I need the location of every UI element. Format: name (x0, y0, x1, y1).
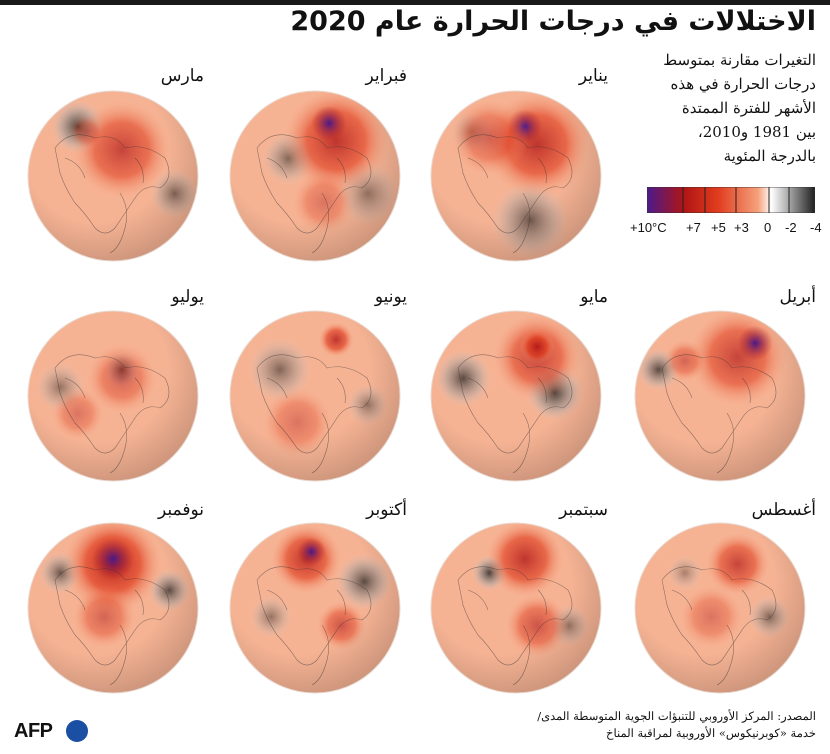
globe-november (27, 522, 199, 694)
month-label-march: مارس (160, 66, 204, 86)
legend-tick: 0 (764, 220, 772, 235)
globe-shading (230, 311, 400, 481)
globe-march (27, 90, 199, 262)
month-label-april: أبريل (779, 287, 816, 307)
globe-shading (431, 311, 601, 481)
month-label-july: يوليو (171, 287, 204, 307)
month-label-september: سبتمبر (559, 500, 608, 520)
globe-rim (229, 90, 401, 262)
globe-june (229, 310, 401, 482)
globe-shading (635, 311, 805, 481)
globe-april (634, 310, 806, 482)
subtitle-line: التغيرات مقارنة بمتوسط (663, 51, 816, 69)
afp-logo-text: AFP (14, 720, 53, 742)
subtitle-line: درجات الحرارة في هذه (670, 75, 816, 93)
globe-rim (27, 310, 199, 482)
globe-october (229, 522, 401, 694)
page-title: الاختلالات في درجات الحرارة عام 2020 (290, 6, 816, 37)
source-line: خدمة «كوبرنيكوس» الأوروبية لمراقبة المنا… (606, 726, 816, 740)
globe-shading (431, 91, 601, 261)
subtitle: التغيرات مقارنة بمتوسط درجات الحرارة في … (626, 48, 816, 168)
afp-logo: AFP (14, 720, 88, 746)
source-line: المصدر: المركز الأوروبي للتنبؤات الجوية … (537, 709, 816, 723)
globe-may (430, 310, 602, 482)
month-label-february: فبراير (365, 66, 407, 86)
month-label-january: يناير (578, 66, 608, 86)
globe-rim (430, 310, 602, 482)
globe-shading (431, 523, 601, 693)
legend-ticks: +10°C +7 +5 +3 0 -2 -4 (630, 220, 830, 240)
month-label-august: أغسطس (751, 500, 816, 520)
globe-rim (430, 90, 602, 262)
source-note: المصدر: المركز الأوروبي للتنبؤات الجوية … (516, 708, 816, 742)
globe-rim (27, 90, 199, 262)
globe-rim (430, 522, 602, 694)
top-rule (0, 0, 830, 5)
legend-tick: +5 (711, 220, 726, 235)
globe-january (430, 90, 602, 262)
month-label-may: مايو (580, 287, 608, 307)
globe-august (634, 522, 806, 694)
month-label-october: أكتوبر (366, 500, 407, 520)
legend-tick: -4 (810, 220, 822, 235)
month-label-june: يونيو (374, 287, 407, 307)
globe-february (229, 90, 401, 262)
globe-shading (28, 311, 198, 481)
globe-shading (28, 91, 198, 261)
globe-rim (634, 310, 806, 482)
globe-shading (230, 523, 400, 693)
legend-tick: +10°C (630, 220, 667, 235)
legend-tick: +3 (734, 220, 749, 235)
subtitle-line: بالدرجة المئوية (723, 147, 816, 165)
globe-rim (634, 522, 806, 694)
legend-color-bar (647, 187, 815, 213)
globe-september (430, 522, 602, 694)
globe-shading (230, 91, 400, 261)
legend-tick: -2 (785, 220, 797, 235)
globe-rim (229, 522, 401, 694)
globe-shading (28, 523, 198, 693)
afp-logo-dot (66, 720, 88, 742)
globe-july (27, 310, 199, 482)
subtitle-line: بين 1981 و2010، (697, 123, 816, 141)
globe-rim (27, 522, 199, 694)
globe-rim (229, 310, 401, 482)
month-label-november: نوفمبر (158, 500, 204, 520)
globe-shading (635, 523, 805, 693)
legend-tick: +7 (686, 220, 701, 235)
subtitle-line: الأشهر للفترة الممتدة (681, 99, 816, 117)
